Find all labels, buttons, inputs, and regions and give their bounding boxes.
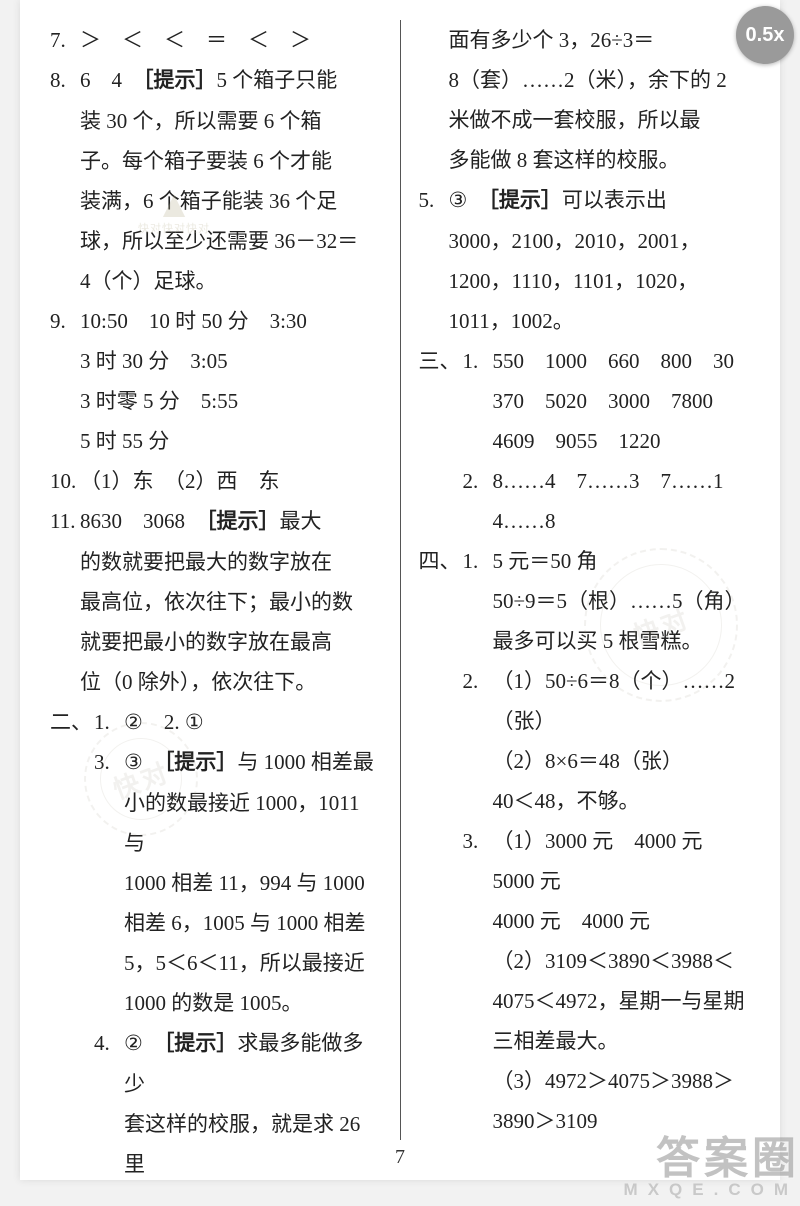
answer-text: 套这样的校服，就是求 26 里	[50, 1104, 382, 1184]
answer-text: 4……8	[419, 501, 751, 541]
section-2-item-4: 4. ② ［提示］求最多能做多少	[50, 1023, 382, 1104]
section-2-item-5: 5. ③ ［提示］可以表示出	[419, 180, 751, 221]
answer-text: 3 时 30 分 3:05	[50, 341, 382, 381]
zoom-badge[interactable]: 0.5x	[736, 6, 794, 64]
number-label: 2.	[463, 461, 493, 501]
watermark-stamp-2: 快对	[584, 548, 738, 702]
answer-text: 三相差最大。	[419, 1021, 751, 1061]
section-label: 四、	[419, 541, 463, 581]
answer-text: 370 5020 3000 7800	[419, 381, 751, 421]
answer-text: 550 1000 660 800 30	[493, 341, 751, 381]
answer-text: 位（0 除外），依次往下。	[50, 662, 382, 702]
watermark-stamp-1: 快对	[84, 722, 198, 836]
watermark-bottom: 答案圈 MXQE.COM	[624, 1137, 800, 1198]
section-2-item-1: 二、 1. ② 2. ①	[50, 702, 382, 742]
answer-text: ＞ ＜ ＜ ＝ ＜ ＞	[80, 20, 382, 60]
answer-text: 面有多少个 3，26÷3＝	[419, 20, 751, 60]
answer-text: 米做不成一套校服，所以最	[419, 100, 751, 140]
answer-text: 多能做 8 套这样的校服。	[419, 140, 751, 180]
answer-text: （1）3000 元 4000 元 5000 元	[493, 821, 751, 901]
item-11: 11. 8630 3068 ［提示］最大	[50, 501, 382, 542]
answer-text: 4609 9055 1220	[419, 421, 751, 461]
number-label: 1.	[463, 541, 493, 581]
item-8: 8. 6 4 ［提示］5 个箱子只能	[50, 60, 382, 101]
answer-text: 装满，6 个箱子能装 36 个足	[50, 181, 382, 221]
number-label: 11.	[50, 501, 80, 541]
left-column: 7. ＞ ＜ ＜ ＝ ＜ ＞ 8. 6 4 ［提示］5 个箱子只能 装 30 个…	[50, 20, 401, 1140]
answer-text: 5，5＜6＜11，所以最接近	[50, 943, 382, 983]
answer-text: 4000 元 4000 元	[419, 901, 751, 941]
answer-text: 最高位，依次往下；最小的数	[50, 582, 382, 622]
number-label: 5.	[419, 180, 449, 220]
number-label: 1.	[463, 341, 493, 381]
section-label: 二、	[50, 702, 94, 742]
item-9: 9. 10:50 10 时 50 分 3:30	[50, 301, 382, 341]
answer-text: （2）8×6＝48（张）	[419, 741, 751, 781]
answer-text: 球，所以至少还需要 36－32＝	[50, 221, 382, 261]
number-label: 8.	[50, 60, 80, 100]
answer-text: （3）4972＞4075＞3988＞	[419, 1061, 751, 1101]
answer-text: 就要把最小的数字放在最高	[50, 622, 382, 662]
watermark-carrot: ▲ 快对快对快对	[138, 186, 210, 235]
number-label: 10.	[50, 461, 80, 501]
section-3-item-1: 三、 1. 550 1000 660 800 30	[419, 341, 751, 381]
item-10: 10. （1）东 （2）西 东	[50, 461, 382, 501]
page: ▲ 快对快对快对 快对 快对 7. ＞ ＜ ＜ ＝ ＜ ＞ 8. 6 4 ［提示…	[20, 0, 780, 1180]
answer-text: 的数就要把最大的数字放在	[50, 542, 382, 582]
answer-text: （2）3109＜3890＜3988＜	[419, 941, 751, 981]
answer-text: 子。每个箱子要装 6 个才能	[50, 141, 382, 181]
answer-text: 1000 相差 11，994 与 1000	[50, 863, 382, 903]
number-label: 2.	[463, 661, 493, 701]
number-label: 3.	[463, 821, 493, 861]
answer-text: 4（个）足球。	[50, 261, 382, 301]
answer-text: 1011，1002。	[419, 301, 751, 341]
answer-text: ③ ［提示］可以表示出	[449, 180, 751, 221]
answer-text: 10:50 10 时 50 分 3:30	[80, 301, 382, 341]
watermark-small: MXQE.COM	[624, 1181, 800, 1198]
answer-text: （1）东 （2）西 东	[80, 461, 382, 501]
number-label: 7.	[50, 20, 80, 60]
answer-text: 8630 3068 ［提示］最大	[80, 501, 382, 542]
answer-text: 8（套）……2（米），余下的 2	[419, 60, 751, 100]
answer-text: 1200，1110，1101，1020，	[419, 261, 751, 301]
item-7: 7. ＞ ＜ ＜ ＝ ＜ ＞	[50, 20, 382, 60]
answer-text: ② ［提示］求最多能做多少	[124, 1023, 382, 1104]
watermark-big: 答案圈	[624, 1137, 800, 1181]
section-label: 三、	[419, 341, 463, 381]
answer-text: 40＜48，不够。	[419, 781, 751, 821]
answer-text: 6 4 ［提示］5 个箱子只能	[80, 60, 382, 101]
answer-text: 1000 的数是 1005。	[50, 983, 382, 1023]
answer-text: 3000，2100，2010，2001，	[419, 221, 751, 261]
number-label: 4.	[94, 1023, 124, 1063]
answer-text: 3 时零 5 分 5:55	[50, 381, 382, 421]
number-label: 9.	[50, 301, 80, 341]
answer-text: 4075＜4972，星期一与星期	[419, 981, 751, 1021]
answer-text: 8……4 7……3 7……1	[493, 461, 751, 501]
section-4-item-3: 3. （1）3000 元 4000 元 5000 元	[419, 821, 751, 901]
section-3-item-2: 2. 8……4 7……3 7……1	[419, 461, 751, 501]
answer-text: 5 时 55 分	[50, 421, 382, 461]
answer-text: 相差 6，1005 与 1000 相差	[50, 903, 382, 943]
answer-text: 装 30 个，所以需要 6 个箱	[50, 101, 382, 141]
